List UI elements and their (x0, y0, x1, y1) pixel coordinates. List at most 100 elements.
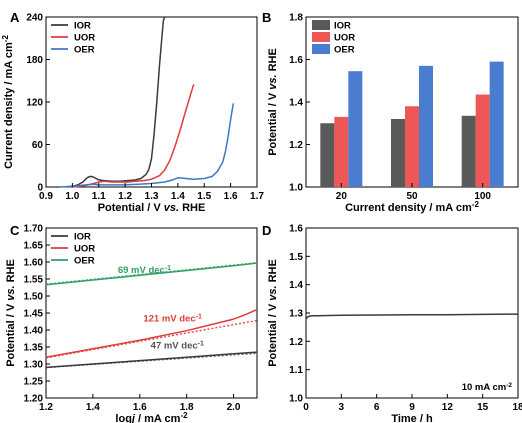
x-tick-label: 1.1 (92, 191, 106, 202)
y-tick-label: 0 (37, 183, 43, 194)
x-tick-label: 50 (406, 191, 418, 202)
x-tick-label: 15 (477, 402, 489, 413)
x-tick-label: 1.5 (197, 191, 211, 202)
panel-letter: A (10, 10, 20, 25)
panel-d: D 1.0 1.1 1.2 1.3 1.4 1.5 1.6 0 3 6 9 12 15 18 10 mA cm… (262, 223, 522, 423)
y-tick-label: 1.50 (24, 292, 44, 303)
panel-a: A 0 60 120 180 240 0.9 1.0 1.1 1.2 1.3 1.4 1.5 1.6 1.7… (1, 10, 265, 214)
legend-swatch (312, 32, 330, 42)
axis-label-part: -2 (1, 35, 10, 43)
axis-label-part: -2 (472, 200, 480, 209)
series-line-uor (72, 84, 195, 188)
axis-label-part: vs. (267, 74, 279, 89)
x-tick-label: 100 (474, 191, 491, 202)
legend-label: OER (334, 45, 355, 56)
x-tick-label: 1.4 (171, 191, 185, 202)
axis-label-part: RHE (5, 259, 17, 285)
y-tick-label: 1.8 (289, 13, 303, 24)
x-tick-label: 2.0 (227, 402, 241, 413)
y-tick-label: 1.55 (24, 275, 44, 286)
legend-swatch (312, 20, 330, 30)
x-tick-label: 1.7 (250, 191, 264, 202)
x-tick-label: 12 (442, 402, 454, 413)
axis-label-part: vs. (267, 285, 279, 300)
y-tick-label: 180 (26, 55, 43, 66)
x-tick-label: 1.3 (145, 191, 159, 202)
bar-oer-50 (419, 65, 433, 187)
y-tick-label: 1.4 (289, 280, 303, 291)
legend-label: IOR (334, 21, 351, 32)
panel-letter: B (262, 10, 271, 25)
x-tick-label: 20 (336, 191, 348, 202)
tafel-slope-unit-exponent: -1 (196, 313, 202, 320)
legend-label: UOR (74, 244, 95, 255)
x-tick-label: 1.8 (180, 402, 194, 413)
panel-letter: C (10, 223, 20, 238)
x-axis-label: Time / h (391, 413, 433, 423)
annotation-text: 10 mA cm (462, 382, 507, 393)
bar-uor-50 (405, 106, 419, 187)
axis-label-part: Potential / V (267, 301, 279, 367)
y-tick-label: 1.60 (24, 258, 44, 269)
y-tick-label: 1.2 (289, 140, 303, 151)
y-tick-label: 1.35 (24, 343, 44, 354)
bar-oer-100 (489, 61, 504, 187)
x-tick-label: 18 (512, 402, 522, 413)
x-tick-label: 1.2 (39, 402, 53, 413)
axis-label-part: RHE (267, 259, 279, 285)
y-tick-label: 1.4 (289, 98, 303, 109)
axis-label-part: -2 (180, 411, 188, 420)
axis-label-part: RHE (179, 202, 205, 214)
tafel-slope-value: 69 mV dec (118, 265, 165, 276)
tafel-slope-label: 47 mV dec-1 (151, 340, 204, 352)
y-tick-label: 1.45 (24, 309, 44, 320)
legend-label: OER (74, 256, 95, 267)
y-tick-label: 60 (32, 140, 44, 151)
axis-label-part: j (130, 413, 136, 423)
legend-label: IOR (74, 232, 91, 243)
x-tick-label: 1.2 (118, 191, 132, 202)
axis-label-part: Potential / V (5, 301, 17, 367)
axis-label-part: Current density / mA cm (3, 42, 15, 169)
x-axis-label: Current density / mA cm-2 (345, 200, 479, 215)
axis-label-part: vs. (164, 202, 179, 214)
y-tick-label: 1.30 (24, 360, 44, 371)
axis-label-part: log (115, 413, 132, 423)
x-tick-label: 1.4 (86, 402, 100, 413)
bar-ior-50 (391, 119, 405, 187)
bar-uor-100 (475, 94, 490, 187)
y-tick-label: 120 (26, 98, 43, 109)
y-tick-label: 1.5 (289, 252, 303, 263)
y-tick-label: 1.0 (289, 394, 303, 405)
y-tick-label: 1.1 (289, 365, 303, 376)
series-line-oer (45, 262, 258, 286)
legend-label: OER (74, 45, 95, 56)
y-tick-label: 1.2 (289, 337, 303, 348)
x-tick-label: 1.0 (65, 191, 79, 202)
panel-letter: D (262, 223, 271, 238)
axis-label-part: Current density / mA cm (345, 202, 472, 214)
series-line-ior (45, 351, 258, 369)
y-tick-label: 1.0 (289, 183, 303, 194)
series-line-uor (45, 308, 258, 358)
axis-label-part: vs. (5, 285, 17, 300)
axis-label-part: / mA cm (135, 413, 181, 423)
legend-label: UOR (74, 33, 95, 44)
series-line-stability (305, 313, 519, 320)
tafel-slope-value: 121 mV dec (143, 314, 195, 325)
x-tick-label: 6 (374, 402, 380, 413)
series-line-oer (59, 103, 235, 188)
bar-ior-20 (320, 123, 335, 187)
axis-label-part: Potential / V (98, 202, 164, 214)
annotation-exponent: -2 (506, 382, 512, 389)
y-tick-label: 1.20 (24, 394, 44, 405)
bar-ior-100 (461, 115, 476, 187)
y-tick-label: 240 (26, 13, 43, 24)
axis-label-part: Potential / V (267, 90, 279, 156)
x-tick-label: 9 (409, 402, 415, 413)
x-tick-label: 1.6 (133, 402, 147, 413)
x-tick-label: 0 (303, 402, 309, 413)
tafel-slope-unit-exponent: -1 (198, 340, 204, 347)
